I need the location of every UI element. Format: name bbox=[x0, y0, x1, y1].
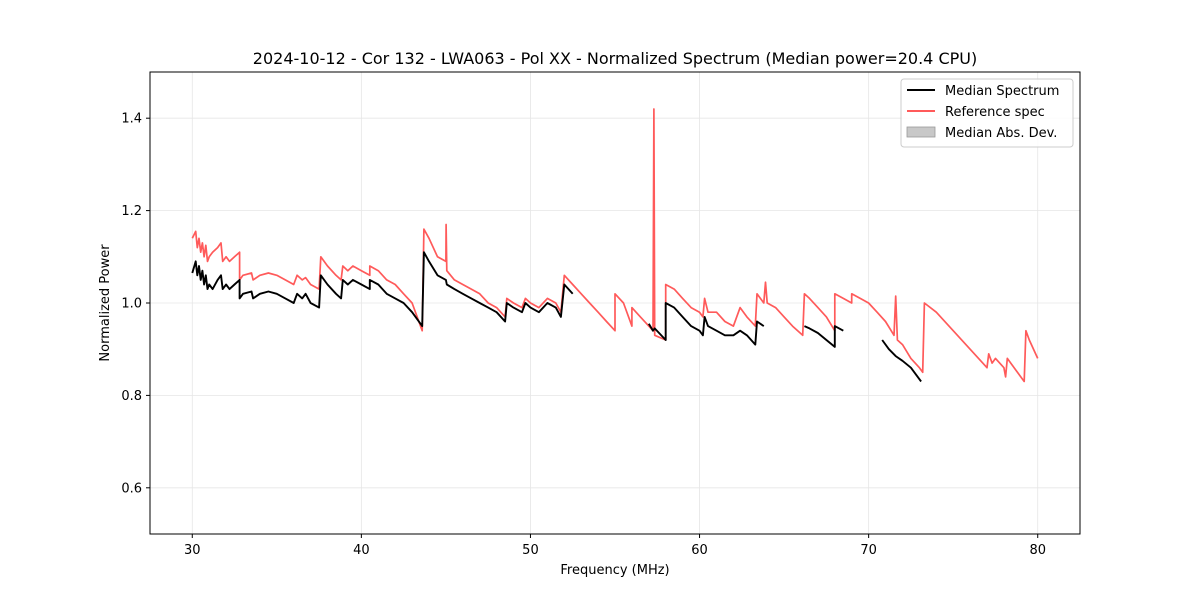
x-tick-label: 80 bbox=[1029, 543, 1046, 558]
legend-label-median: Median Spectrum bbox=[945, 84, 1059, 99]
median-spectrum-line bbox=[647, 302, 765, 346]
median-spectrum-line bbox=[191, 251, 574, 328]
x-tick-label: 50 bbox=[522, 543, 539, 558]
median-spectrum-line bbox=[804, 325, 844, 348]
legend-swatch-mad bbox=[906, 126, 936, 138]
reference-spectrum-line bbox=[191, 108, 1039, 383]
legend-label-reference: Reference spec bbox=[945, 105, 1045, 120]
y-tick-label: 1.4 bbox=[121, 112, 142, 127]
median-spectrum-line bbox=[881, 339, 922, 383]
tick-layer: 30 40 50 60 70 80 0.6 0.8 1.0 1.2 1.4 bbox=[121, 112, 1046, 558]
y-tick-label: 0.8 bbox=[121, 389, 142, 404]
y-tick-label: 0.6 bbox=[121, 481, 142, 496]
y-tick-label: 1.0 bbox=[121, 297, 142, 312]
series-layer bbox=[191, 108, 1039, 383]
x-axis-label: Frequency (MHz) bbox=[560, 563, 669, 578]
x-tick-label: 60 bbox=[691, 543, 708, 558]
legend-label-mad: Median Abs. Dev. bbox=[945, 126, 1057, 141]
x-tick-label: 70 bbox=[860, 543, 877, 558]
legend: Median Spectrum Reference spec Median Ab… bbox=[900, 78, 1074, 148]
x-tick-label: 40 bbox=[353, 543, 370, 558]
chart-title: 2024-10-12 - Cor 132 - LWA063 - Pol XX -… bbox=[253, 49, 977, 68]
y-tick-label: 1.2 bbox=[121, 204, 142, 219]
legend-frame bbox=[900, 78, 1074, 148]
x-tick-label: 30 bbox=[184, 543, 201, 558]
y-axis-label: Normalized Power bbox=[98, 244, 113, 362]
